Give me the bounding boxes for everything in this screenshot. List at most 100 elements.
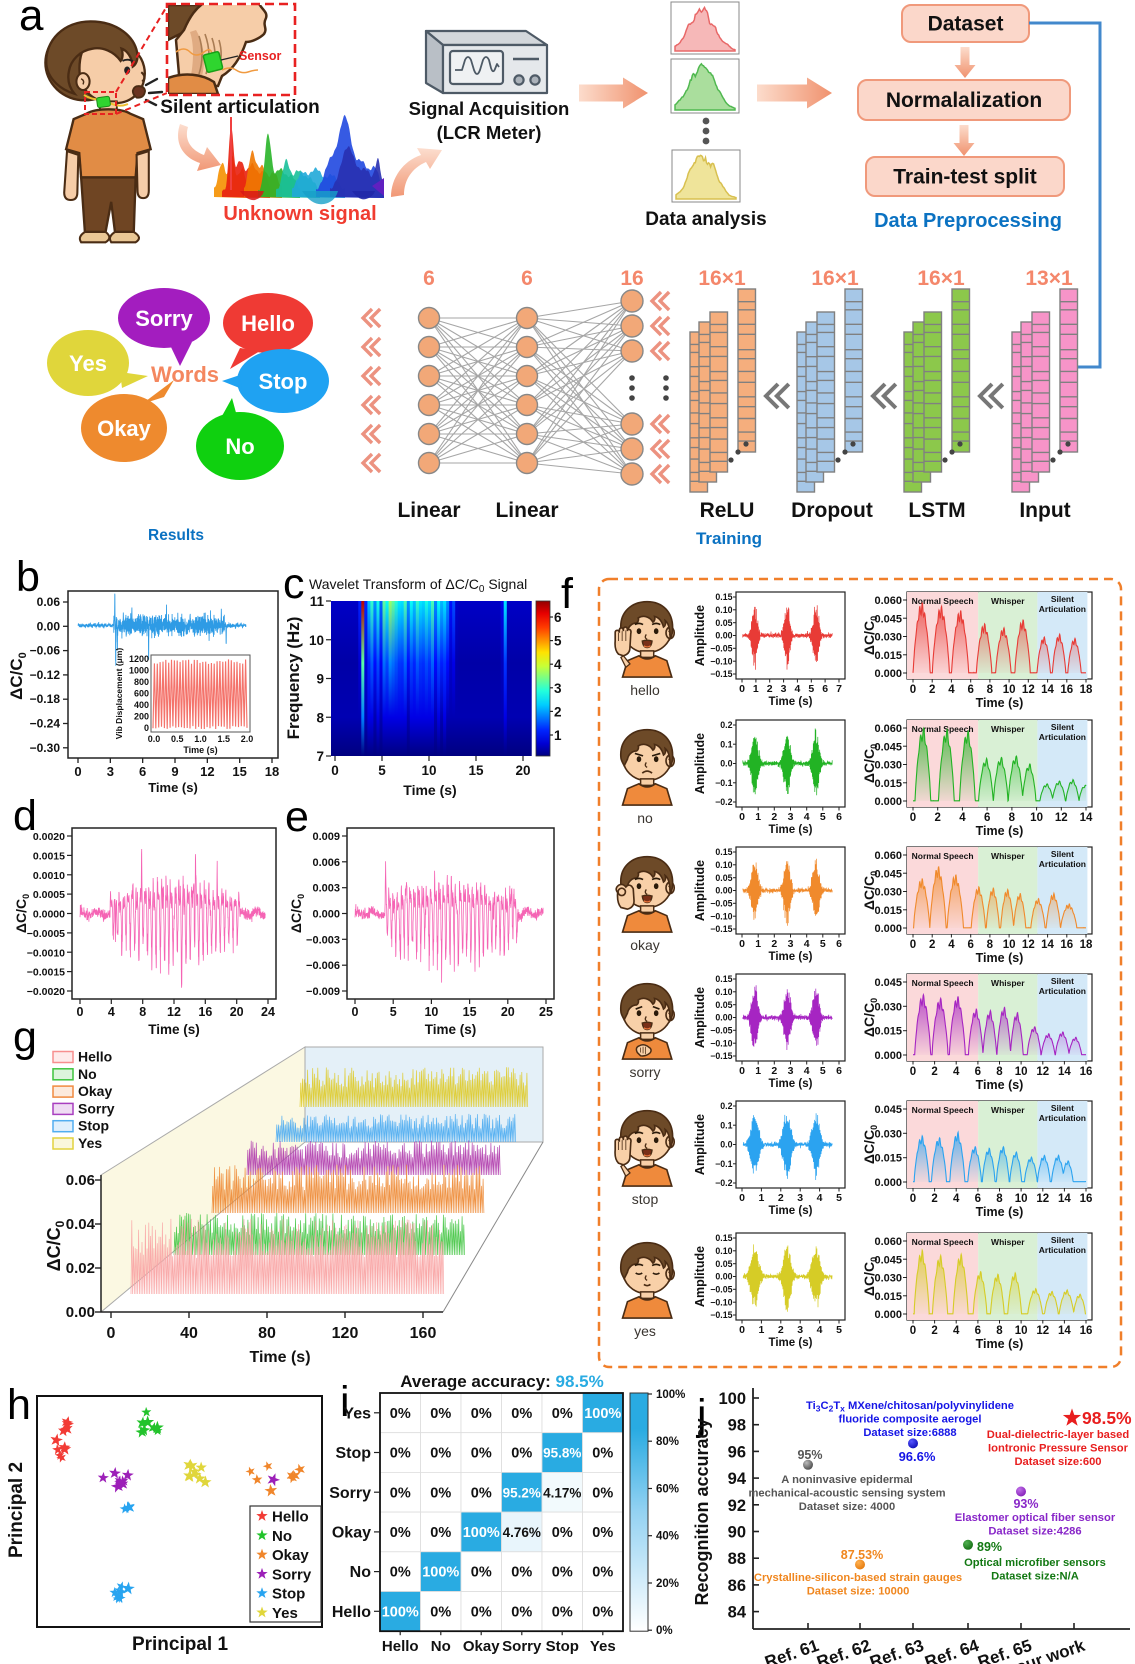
svg-text:−0.009: −0.009 bbox=[306, 986, 340, 998]
svg-text:0: 0 bbox=[739, 1065, 745, 1077]
svg-text:0%: 0% bbox=[552, 1565, 573, 1581]
svg-text:0.060: 0.060 bbox=[874, 595, 902, 607]
svg-text:−0.006: −0.006 bbox=[306, 960, 340, 972]
svg-text:(LCR Meter): (LCR Meter) bbox=[437, 122, 542, 143]
svg-text:h: h bbox=[7, 1381, 31, 1429]
svg-text:16: 16 bbox=[1080, 1066, 1093, 1078]
svg-text:96: 96 bbox=[728, 1443, 746, 1461]
svg-text:Amplitude: Amplitude bbox=[693, 733, 707, 794]
svg-text:5: 5 bbox=[820, 811, 826, 823]
svg-text:6: 6 bbox=[967, 939, 973, 951]
svg-text:14: 14 bbox=[1058, 1066, 1071, 1078]
svg-text:Elastomer optical fiber sensor: Elastomer optical fiber sensor bbox=[955, 1512, 1116, 1524]
svg-text:0.003: 0.003 bbox=[312, 883, 340, 895]
svg-text:0: 0 bbox=[739, 1192, 745, 1204]
svg-text:Iontronic Pressure Sensor: Iontronic Pressure Sensor bbox=[988, 1443, 1129, 1455]
svg-text:95.2%: 95.2% bbox=[503, 1485, 541, 1500]
svg-text:Dataset size: 10000: Dataset size: 10000 bbox=[807, 1586, 910, 1598]
svg-text:600: 600 bbox=[134, 689, 149, 699]
svg-text:6: 6 bbox=[836, 938, 842, 950]
svg-text:89%: 89% bbox=[977, 1540, 1002, 1554]
svg-text:0.0010: 0.0010 bbox=[33, 870, 65, 882]
svg-text:j: j bbox=[695, 1391, 707, 1439]
svg-text:0.00: 0.00 bbox=[715, 886, 732, 896]
svg-text:90: 90 bbox=[728, 1524, 746, 1542]
svg-text:−0.10: −0.10 bbox=[710, 1297, 732, 1307]
svg-text:4: 4 bbox=[959, 812, 966, 824]
svg-text:1: 1 bbox=[755, 1065, 761, 1077]
svg-text:0.000: 0.000 bbox=[312, 909, 340, 921]
svg-text:−0.15: −0.15 bbox=[710, 1051, 732, 1061]
svg-text:8: 8 bbox=[987, 939, 994, 951]
svg-text:0%: 0% bbox=[430, 1406, 451, 1422]
svg-text:0%: 0% bbox=[430, 1485, 451, 1501]
svg-text:0.0000: 0.0000 bbox=[33, 909, 65, 921]
svg-text:Frequency (Hz): Frequency (Hz) bbox=[284, 617, 303, 740]
svg-text:4: 4 bbox=[804, 811, 810, 823]
svg-text:15: 15 bbox=[463, 1005, 477, 1019]
svg-text:0.00: 0.00 bbox=[66, 1304, 95, 1321]
svg-text:92: 92 bbox=[728, 1497, 746, 1515]
svg-text:16×1: 16×1 bbox=[698, 267, 746, 290]
svg-text:0.045: 0.045 bbox=[874, 1104, 902, 1116]
svg-text:93%: 93% bbox=[1013, 1497, 1038, 1511]
svg-text:Normal Speech: Normal Speech bbox=[912, 1237, 974, 1247]
svg-text:12: 12 bbox=[167, 1005, 181, 1019]
svg-text:0.015: 0.015 bbox=[874, 905, 902, 917]
svg-text:Articulation: Articulation bbox=[1039, 604, 1086, 614]
svg-text:Stop: Stop bbox=[335, 1445, 371, 1462]
svg-text:f: f bbox=[561, 570, 574, 618]
svg-text:0.0005: 0.0005 bbox=[33, 889, 65, 901]
svg-text:Articulation: Articulation bbox=[1039, 986, 1086, 996]
svg-text:Amplitude: Amplitude bbox=[693, 1246, 707, 1307]
svg-text:Articulation: Articulation bbox=[1039, 732, 1086, 742]
svg-text:14: 14 bbox=[1058, 1325, 1071, 1337]
svg-text:6: 6 bbox=[975, 1193, 981, 1205]
svg-text:Time (s): Time (s) bbox=[976, 696, 1024, 710]
svg-text:Time (s): Time (s) bbox=[976, 1205, 1024, 1219]
svg-text:0.06: 0.06 bbox=[66, 1172, 95, 1189]
svg-text:14: 14 bbox=[1041, 939, 1054, 951]
svg-text:Time (s): Time (s) bbox=[976, 951, 1024, 965]
svg-text:100%: 100% bbox=[656, 1389, 685, 1401]
svg-text:4: 4 bbox=[817, 1324, 823, 1336]
svg-text:120: 120 bbox=[332, 1325, 359, 1342]
svg-text:Time (s): Time (s) bbox=[976, 1078, 1024, 1092]
svg-text:0.15: 0.15 bbox=[715, 974, 732, 984]
svg-text:0: 0 bbox=[910, 939, 916, 951]
svg-text:0.000: 0.000 bbox=[874, 923, 902, 935]
svg-text:16: 16 bbox=[1060, 939, 1073, 951]
svg-text:0.030: 0.030 bbox=[874, 632, 902, 644]
svg-text:0.10: 0.10 bbox=[715, 987, 732, 997]
svg-text:0%: 0% bbox=[471, 1406, 492, 1422]
svg-text:Dataset size:4286: Dataset size:4286 bbox=[988, 1526, 1081, 1538]
svg-text:8: 8 bbox=[1009, 812, 1016, 824]
svg-text:95.8%: 95.8% bbox=[543, 1446, 581, 1461]
svg-text:4: 4 bbox=[948, 684, 955, 696]
svg-text:3: 3 bbox=[797, 1324, 803, 1336]
svg-text:80: 80 bbox=[258, 1325, 276, 1342]
svg-text:0: 0 bbox=[352, 1005, 359, 1019]
svg-text:Yes: Yes bbox=[69, 351, 107, 376]
svg-text:Unknown signal: Unknown signal bbox=[223, 203, 376, 225]
svg-text:0: 0 bbox=[739, 938, 745, 950]
svg-text:11: 11 bbox=[310, 594, 325, 609]
svg-text:Normal Speech: Normal Speech bbox=[912, 596, 974, 606]
svg-text:−0.30: −0.30 bbox=[30, 741, 61, 755]
svg-text:Recognition accuracy: Recognition accuracy bbox=[692, 1418, 712, 1605]
svg-text:0: 0 bbox=[910, 812, 916, 824]
svg-text:0: 0 bbox=[739, 1324, 745, 1336]
svg-text:20: 20 bbox=[515, 763, 530, 778]
svg-text:1200: 1200 bbox=[129, 654, 149, 664]
svg-text:0.000: 0.000 bbox=[874, 1309, 902, 1321]
svg-text:3: 3 bbox=[554, 681, 562, 696]
svg-text:160: 160 bbox=[410, 1325, 437, 1342]
svg-text:0.06: 0.06 bbox=[37, 595, 61, 609]
svg-text:16: 16 bbox=[198, 1005, 212, 1019]
svg-text:sorry: sorry bbox=[629, 1064, 660, 1080]
svg-text:Yes: Yes bbox=[343, 1405, 371, 1422]
svg-text:−0.0015: −0.0015 bbox=[27, 967, 65, 979]
svg-text:98.5%: 98.5% bbox=[1082, 1408, 1132, 1428]
svg-text:−0.05: −0.05 bbox=[710, 644, 732, 654]
svg-text:0.5: 0.5 bbox=[171, 734, 184, 744]
